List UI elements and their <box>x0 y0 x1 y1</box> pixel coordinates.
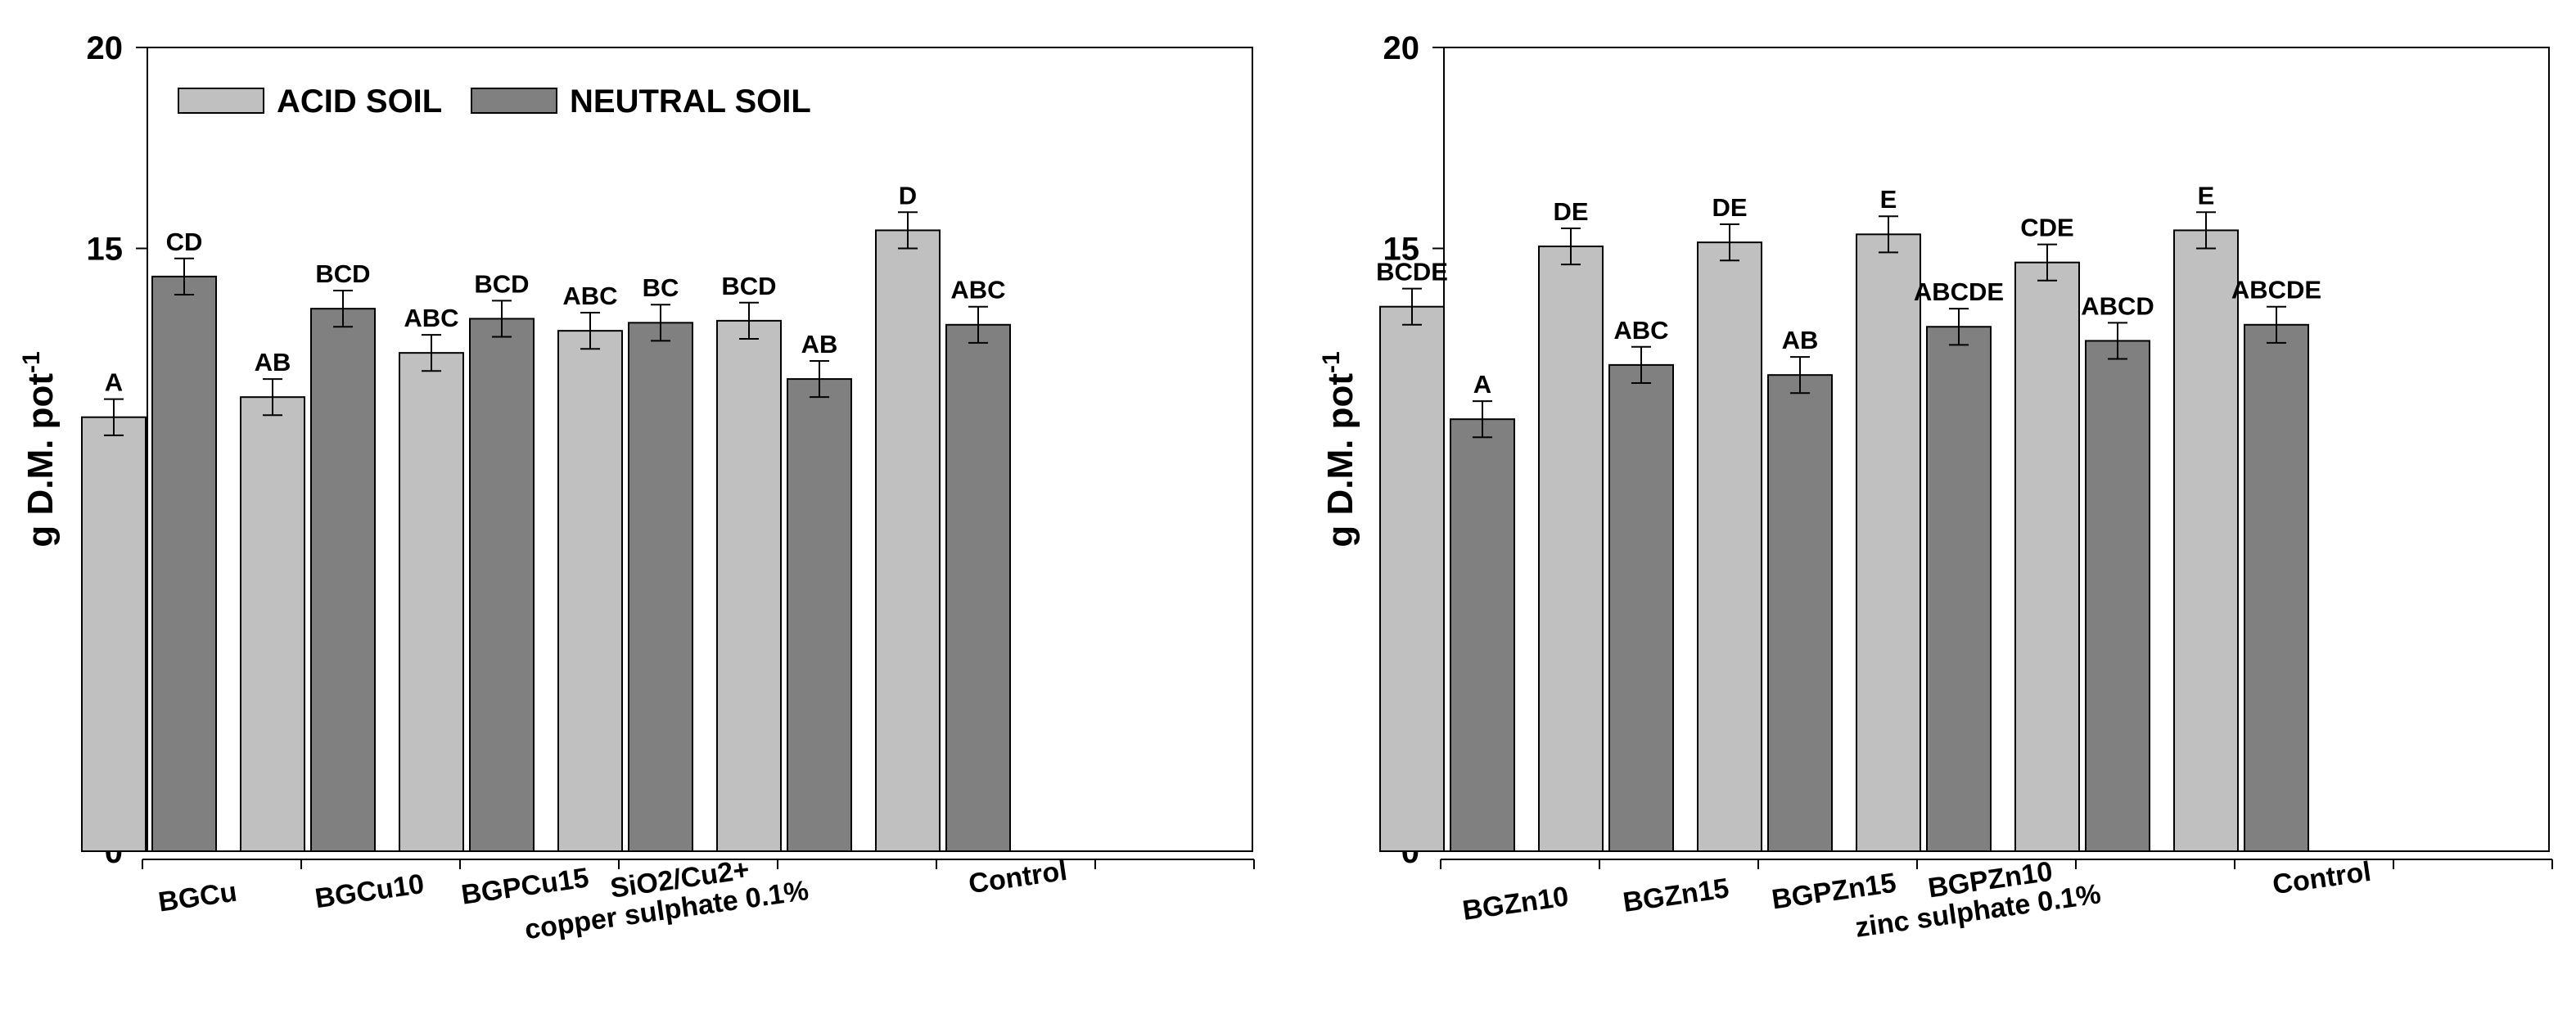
significance-label: CDE <box>2020 214 2073 242</box>
bar-acid <box>1379 305 1445 852</box>
legend-label: ACID SOIL <box>277 83 442 119</box>
significance-label: BCD <box>721 272 776 300</box>
y-axis-label: g D.M. pot-1 <box>1318 351 1360 547</box>
bar-acid <box>1856 233 1921 852</box>
bar-acid <box>1538 246 1604 853</box>
y-tick-label: 20 <box>1383 30 1420 66</box>
significance-label: ABCDE <box>1914 277 2004 306</box>
bar-acid <box>557 330 623 852</box>
y-axis-label-main: g D.M. pot <box>1320 373 1360 548</box>
chart-1: 05101520g D.M. pot-1AABABCABCBCDDCDBCDBC… <box>18 30 1255 945</box>
bar-acid <box>875 229 941 852</box>
significance-label: ABCDE <box>2231 276 2321 304</box>
significance-label: A <box>1473 370 1491 399</box>
y-axis-label: g D.M. pot-1 <box>18 351 61 547</box>
category-label: BGZn15 <box>1621 872 1730 918</box>
y-axis-label-superscript: -1 <box>18 351 45 373</box>
significance-label: DE <box>1712 193 1747 222</box>
significance-label: AB <box>255 348 291 376</box>
y-tick-label: 20 <box>87 30 124 66</box>
significance-label: AB <box>801 330 838 358</box>
legend-swatch <box>471 88 557 114</box>
bar-neutral <box>787 378 852 852</box>
y-axis-label-main: g D.M. pot <box>20 373 61 548</box>
significance-label: E <box>1880 185 1897 214</box>
bar-acid <box>1697 241 1762 852</box>
significance-label: D <box>899 181 917 210</box>
legend-label: NEUTRAL SOIL <box>570 83 811 119</box>
bar-neutral <box>628 322 693 852</box>
legend-swatch <box>178 88 264 114</box>
bar-acid <box>2173 229 2239 852</box>
bar-acid <box>2014 261 2080 852</box>
bar-acid <box>716 319 782 852</box>
bar-neutral <box>945 323 1011 853</box>
bar-neutral <box>1608 363 1674 852</box>
category-label: BGPCu15 <box>459 862 591 910</box>
significance-label: A <box>105 368 123 397</box>
legend: ACID SOIL NEUTRAL SOIL <box>178 83 811 119</box>
significance-label: ABC <box>1613 316 1668 345</box>
y-tick-label: 15 <box>87 232 124 268</box>
bar-neutral <box>1767 374 1833 853</box>
significance-label: ABCD <box>2081 291 2154 320</box>
bar-neutral <box>2244 323 2309 853</box>
significance-label: BC <box>643 273 679 302</box>
category-label: BGZn10 <box>1460 881 1570 927</box>
significance-label: ABC <box>404 304 458 332</box>
category-label: BGPZn15 <box>1770 868 1898 916</box>
category-label: BGCu <box>156 877 239 918</box>
category-label: Control <box>2271 856 2373 900</box>
significance-label: DE <box>1553 197 1588 226</box>
bar-neutral <box>1450 418 1515 852</box>
chart-2: 05101520g D.M. pot-1BCDEDEDEECDEEAABCABA… <box>1318 30 2553 944</box>
significance-label: BCDE <box>1376 258 1448 286</box>
significance-label: ABC <box>562 282 617 310</box>
significance-label: AB <box>1782 326 1819 354</box>
bar-acid <box>81 416 147 853</box>
category-label: Control <box>967 855 1069 900</box>
significance-label: BCD <box>315 259 370 288</box>
y-tick-label: 15 <box>1383 232 1420 268</box>
significance-label: CD <box>166 228 203 256</box>
bar-neutral <box>151 275 217 852</box>
bar-neutral <box>469 318 535 852</box>
significance-label: ABC <box>950 276 1005 304</box>
bar-neutral <box>2085 340 2150 852</box>
category-label: BGCu10 <box>313 868 426 914</box>
bar-neutral <box>1926 326 1992 852</box>
bar-acid <box>399 352 464 853</box>
significance-label: E <box>2198 181 2215 210</box>
y-axis-label-superscript: -1 <box>1318 351 1345 373</box>
significance-label: BCD <box>474 269 529 298</box>
bar-neutral <box>310 308 376 852</box>
bar-acid <box>240 396 305 853</box>
